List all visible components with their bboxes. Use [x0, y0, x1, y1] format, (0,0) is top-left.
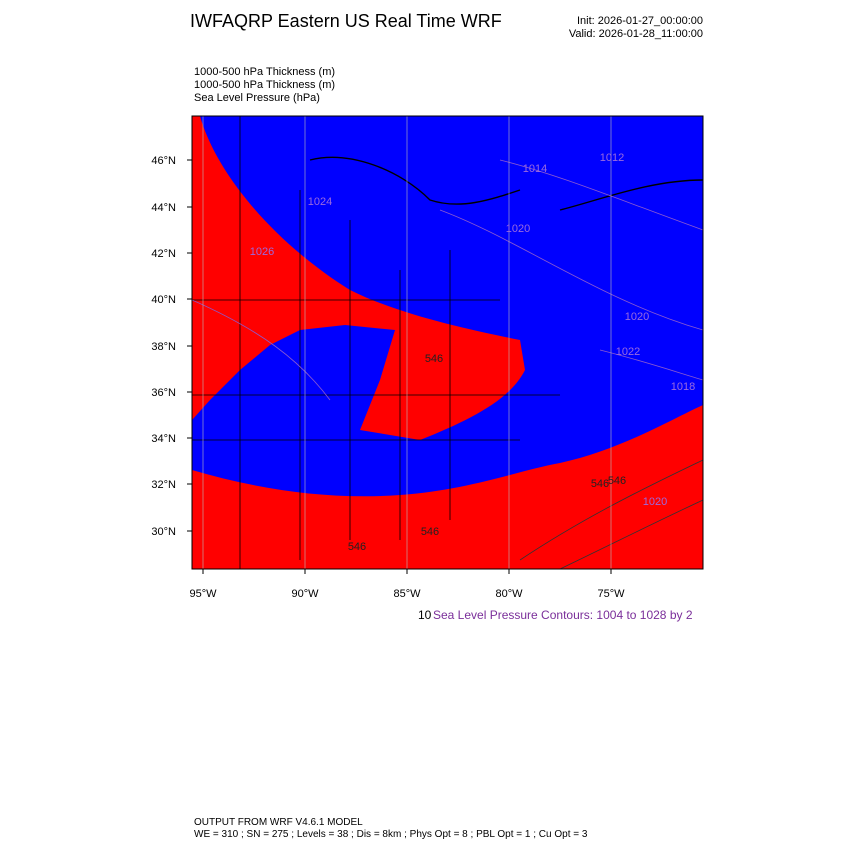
thickness-region: [192, 405, 703, 569]
lat-label: 34°N: [151, 433, 176, 445]
valid-time: Valid: 2026-01-28_11:00:00: [569, 28, 703, 40]
lon-label: 80°W: [495, 588, 523, 600]
lat-label: 36°N: [151, 387, 176, 399]
graticule: [202, 116, 612, 569]
contour-label: 1024: [308, 196, 332, 208]
boundaries: [192, 116, 703, 569]
legend-prefix: 10: [418, 608, 432, 622]
contour-label: 1020: [625, 311, 649, 323]
lat-label: 42°N: [151, 248, 176, 260]
contour-label: 1014: [523, 163, 547, 175]
lon-label: 90°W: [291, 588, 319, 600]
contour-label: 546: [425, 353, 443, 365]
contour-label: 1020: [506, 223, 530, 235]
contour-label: 546: [591, 478, 609, 490]
lat-label: 38°N: [151, 341, 176, 353]
contour-label: 546: [348, 541, 366, 553]
lat-label: 32°N: [151, 479, 176, 491]
footer-line: WE = 310 ; SN = 275 ; Levels = 38 ; Dis …: [194, 829, 588, 840]
lon-label: 95°W: [189, 588, 217, 600]
contour-label: 546: [421, 526, 439, 538]
title: IWFAQRP Eastern US Real Time WRF: [190, 11, 502, 31]
lat-label: 40°N: [151, 294, 176, 306]
lon-label: 75°W: [597, 588, 625, 600]
init-time: Init: 2026-01-27_00:00:00: [577, 15, 703, 27]
thickness-region: [192, 116, 525, 440]
map-frame: [191, 115, 704, 570]
contour-label: 1022: [616, 346, 640, 358]
lat-label: 46°N: [151, 155, 176, 167]
contour-label: 1026: [250, 246, 274, 258]
lat-label: 30°N: [151, 526, 176, 538]
field-label: 1000-500 hPa Thickness (m): [194, 66, 335, 78]
field-label: Sea Level Pressure (hPa): [194, 92, 320, 104]
contour-label: 546: [608, 475, 626, 487]
footer-line: OUTPUT FROM WRF V4.6.1 MODEL: [194, 817, 363, 828]
lat-label: 44°N: [151, 202, 176, 214]
lon-label: 85°W: [393, 588, 421, 600]
field-label: 1000-500 hPa Thickness (m): [194, 79, 335, 91]
pressure-contours: [192, 159, 703, 401]
contour-label: 1018: [671, 381, 695, 393]
contour-label: 1012: [600, 152, 624, 164]
thickness-contours: [519, 459, 703, 569]
legend-text: Sea Level Pressure Contours: 1004 to 102…: [433, 608, 693, 622]
map: 1014101210241020102010261022101854654654…: [191, 115, 704, 570]
contour-label: 1020: [643, 496, 667, 508]
